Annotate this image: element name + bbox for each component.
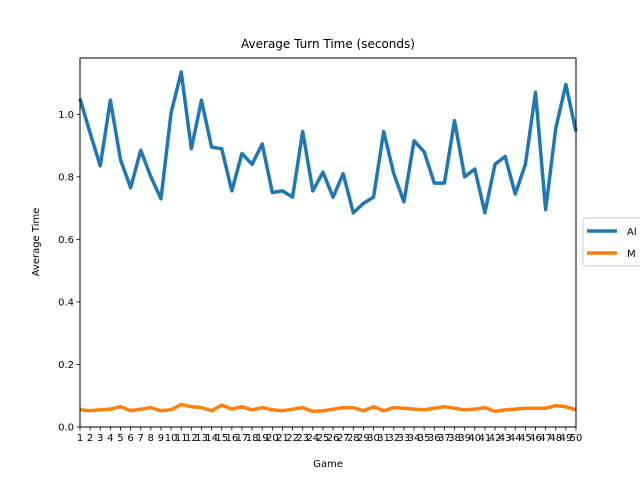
- legend-label-m: M: [627, 249, 636, 260]
- x-tick-label: 50: [570, 433, 583, 444]
- x-tick-label: 15: [215, 433, 228, 444]
- y-axis-label: Average Time: [31, 208, 42, 277]
- x-tick-label: 23: [296, 433, 309, 444]
- x-tick-label: 45: [519, 433, 532, 444]
- x-tick-label: 17: [236, 433, 249, 444]
- x-tick-label: 29: [357, 433, 370, 444]
- x-tick-label: 4: [107, 433, 113, 444]
- x-tick-label: 31: [377, 433, 390, 444]
- x-tick-label: 8: [148, 433, 154, 444]
- x-axis-ticks: 1 2 3 4 5 6 7 8 9 1011121314151617181920212223242…: [77, 427, 583, 444]
- x-tick-label: 28: [347, 433, 360, 444]
- y-tick-label: 0.4: [58, 297, 74, 308]
- y-tick-label: 0.8: [58, 172, 74, 183]
- x-tick-label: 14: [205, 433, 218, 444]
- y-tick-label: 0.6: [58, 235, 74, 246]
- x-tick-label: 38: [448, 433, 461, 444]
- x-tick-label: 25: [317, 433, 330, 444]
- series-line-al: [78, 70, 578, 215]
- legend-label-al: Al: [627, 227, 637, 238]
- x-tick-label: 7: [138, 433, 144, 444]
- x-tick-label: 26: [327, 433, 340, 444]
- x-tick-label: 19: [256, 433, 269, 444]
- x-tick-label: 40: [468, 433, 481, 444]
- x-tick-label: 22: [286, 433, 299, 444]
- x-tick-label: 2: [87, 433, 93, 444]
- x-tick-label: 3: [97, 433, 103, 444]
- x-tick-label: 12: [185, 433, 198, 444]
- x-tick-label: 41: [479, 433, 492, 444]
- x-tick-label: 10: [165, 433, 178, 444]
- x-tick-label: 37: [438, 433, 451, 444]
- x-tick-label: 18: [246, 433, 259, 444]
- chart-title: Average Turn Time (seconds): [241, 37, 415, 51]
- x-tick-label: 35: [418, 433, 431, 444]
- x-tick-label: 11: [175, 433, 188, 444]
- y-tick-label: 0.2: [58, 360, 74, 371]
- x-tick-label: 42: [489, 433, 502, 444]
- x-tick-label: 34: [408, 433, 421, 444]
- x-axis-label: Game: [313, 459, 343, 470]
- x-tick-label: 21: [276, 433, 289, 444]
- legend: Al M: [582, 217, 640, 267]
- y-tick-label: 1.0: [58, 110, 74, 121]
- x-tick-label: 39: [458, 433, 471, 444]
- series-layer: [78, 70, 578, 414]
- x-tick-label: 16: [225, 433, 238, 444]
- x-tick-label: 20: [266, 433, 279, 444]
- plot-area-frame: [79, 57, 577, 428]
- x-tick-label: 24: [306, 433, 319, 444]
- y-tick-label: 0.0: [58, 423, 74, 434]
- x-tick-label: 1: [77, 433, 83, 444]
- x-tick-label: 6: [127, 433, 133, 444]
- y-axis-ticks: 0.0 0.2 0.4 0.6 0.8 1.0: [58, 110, 80, 434]
- x-tick-label: 32: [387, 433, 400, 444]
- x-tick-label: 47: [539, 433, 552, 444]
- x-tick-label: 46: [529, 433, 542, 444]
- x-tick-label: 9: [158, 433, 164, 444]
- x-tick-label: 30: [367, 433, 380, 444]
- x-tick-label: 5: [117, 433, 123, 444]
- x-tick-label: 43: [499, 433, 512, 444]
- x-tick-label: 44: [509, 433, 522, 444]
- x-tick-label: 48: [549, 433, 562, 444]
- series-line-m: [79, 402, 577, 414]
- x-tick-label: 27: [337, 433, 350, 444]
- x-tick-label: 13: [195, 433, 208, 444]
- x-tick-label: 49: [560, 433, 573, 444]
- x-tick-label: 36: [428, 433, 441, 444]
- x-tick-label: 33: [398, 433, 411, 444]
